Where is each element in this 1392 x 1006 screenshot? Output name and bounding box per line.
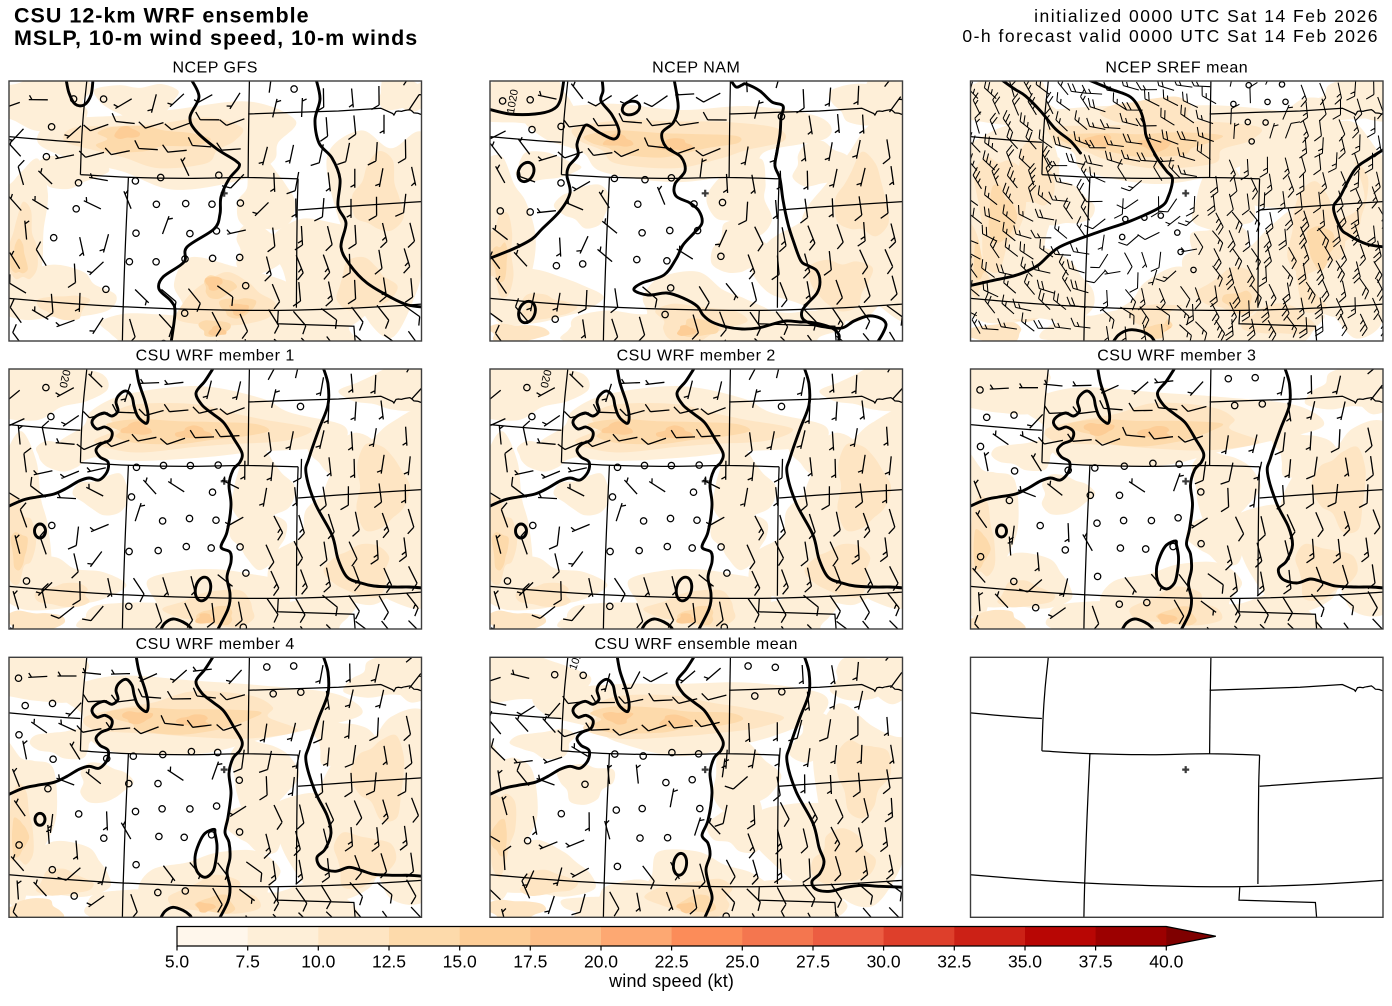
svg-text:1020: 1020 — [505, 88, 521, 114]
svg-text:CSU WRF ensemble mean: CSU WRF ensemble mean — [594, 636, 797, 653]
svg-text:40.0: 40.0 — [1149, 952, 1183, 972]
svg-text:20.0: 20.0 — [584, 952, 618, 972]
svg-text:5.0: 5.0 — [165, 952, 190, 972]
svg-text:CSU WRF member 3: CSU WRF member 3 — [1097, 348, 1256, 365]
svg-text:1020: 1020 — [56, 362, 73, 389]
svg-text:wind speed (kt): wind speed (kt) — [608, 971, 734, 991]
svg-text:1020: 1020 — [537, 362, 554, 389]
svg-text:22.5: 22.5 — [655, 952, 689, 972]
svg-text:NCEP SREF mean: NCEP SREF mean — [1105, 60, 1248, 77]
svg-text:17.5: 17.5 — [513, 952, 547, 972]
svg-text:37.5: 37.5 — [1079, 952, 1113, 972]
svg-text:10.0: 10.0 — [301, 952, 335, 972]
svg-text:CSU WRF member 2: CSU WRF member 2 — [617, 348, 776, 365]
svg-text:27.5: 27.5 — [796, 952, 830, 972]
svg-text:25.0: 25.0 — [725, 952, 759, 972]
svg-text:7.5: 7.5 — [236, 952, 260, 972]
svg-text:32.5: 32.5 — [937, 952, 971, 972]
svg-text:12.5: 12.5 — [372, 952, 406, 972]
svg-text:NCEP NAM: NCEP NAM — [652, 60, 740, 77]
svg-text:0-h forecast valid 0000 UTC Sa: 0-h forecast valid 0000 UTC Sat 14 Feb 2… — [962, 26, 1379, 46]
svg-text:MSLP, 10-m wind speed, 10-m wi: MSLP, 10-m wind speed, 10-m winds — [14, 26, 418, 50]
svg-text:35.0: 35.0 — [1008, 952, 1042, 972]
svg-text:CSU WRF member 1: CSU WRF member 1 — [136, 348, 295, 365]
svg-text:NCEP GFS: NCEP GFS — [172, 60, 258, 77]
svg-text:15.0: 15.0 — [443, 952, 477, 972]
svg-text:30.0: 30.0 — [867, 952, 901, 972]
svg-text:CSU 12-km WRF ensemble: CSU 12-km WRF ensemble — [14, 4, 310, 28]
svg-text:CSU WRF member 4: CSU WRF member 4 — [136, 636, 295, 653]
svg-text:initialized 0000 UTC Sat 14 Fe: initialized 0000 UTC Sat 14 Feb 2026 — [1034, 6, 1379, 26]
